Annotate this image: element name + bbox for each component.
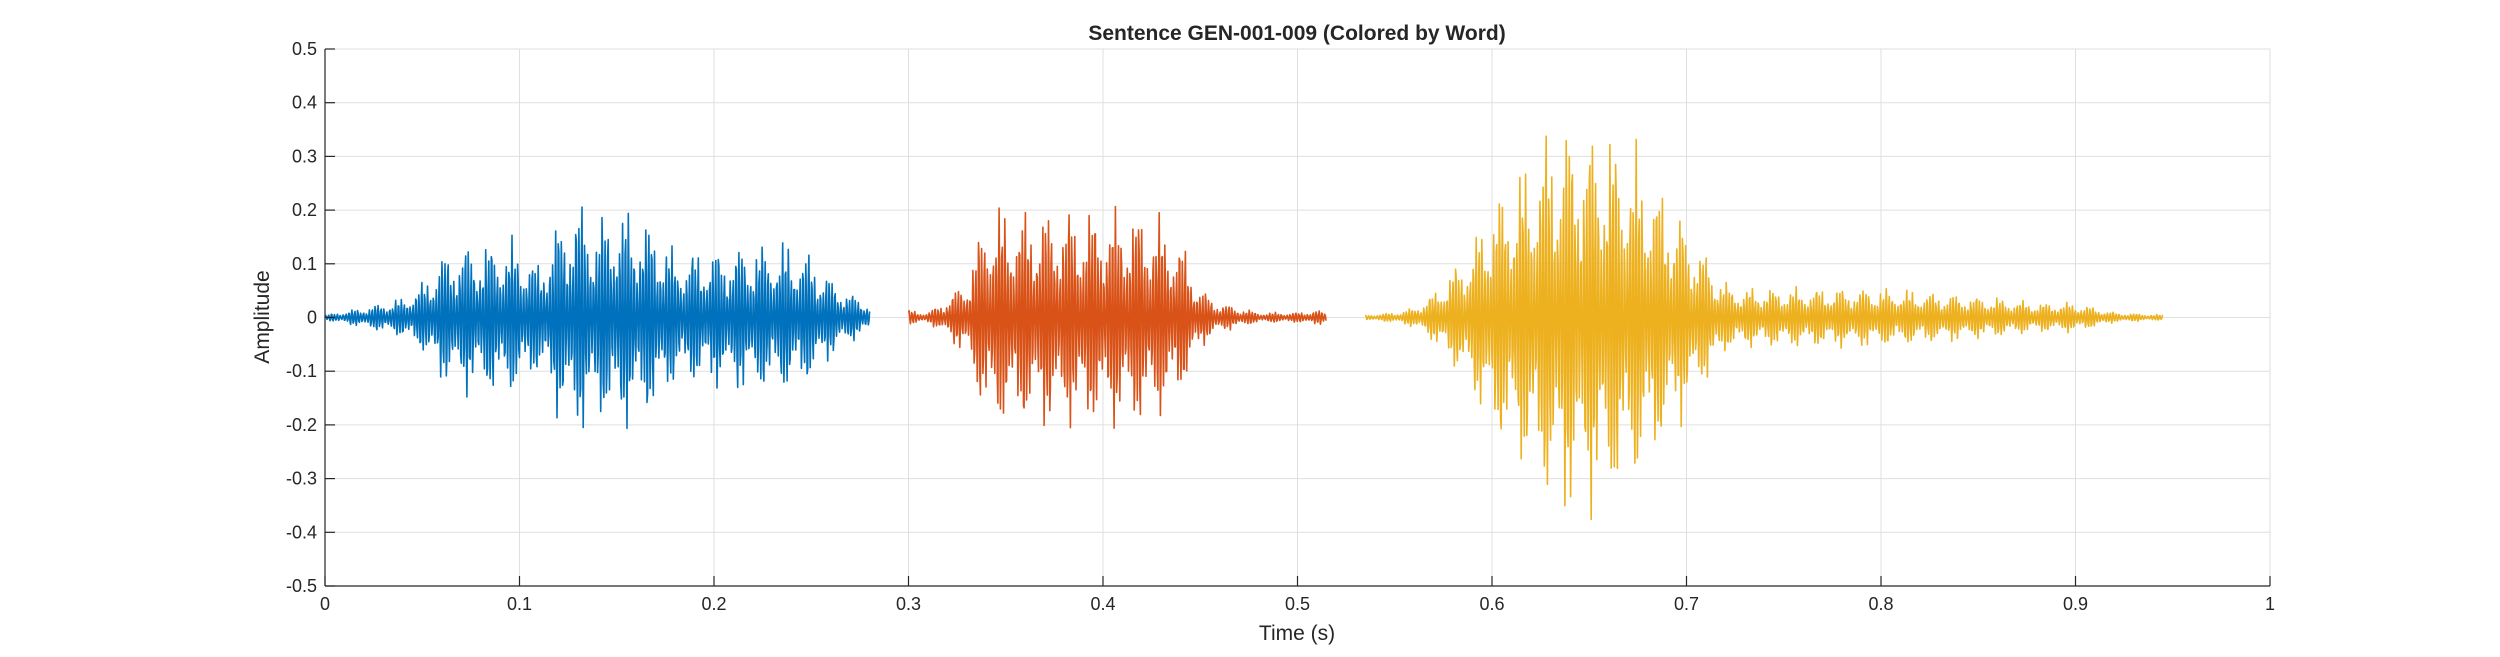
x-tick-label: 0.3	[896, 594, 921, 614]
x-axis-label: Time (s)	[1259, 622, 1335, 645]
y-axis-label: Amplitude	[251, 270, 274, 363]
y-tick-label: 0	[307, 308, 317, 328]
series-group	[324, 135, 2164, 521]
x-tick-label: 0.5	[1285, 594, 1310, 614]
y-ticks: 0.5 0.4 0.3 0.2 0.1 0 -0.1 -0.2 -0.3 -0.4 -0.5	[286, 39, 335, 596]
x-tick-label: 0.7	[1674, 594, 1699, 614]
series-1-line	[324, 206, 871, 430]
x-tick-label: 0.1	[507, 594, 532, 614]
x-tick-label: 0.2	[701, 594, 726, 614]
y-tick-label: 0.5	[292, 39, 317, 59]
y-tick-label: 0.3	[292, 146, 317, 166]
x-tick-label: 0.8	[1868, 594, 1893, 614]
x-tick-label: 0	[320, 594, 330, 614]
y-tick-label: 0.1	[292, 254, 317, 274]
y-tick-label: 0.4	[292, 93, 317, 113]
y-tick-label: -0.3	[286, 469, 317, 489]
x-tick-label: 0.6	[1479, 594, 1504, 614]
y-tick-label: -0.2	[286, 415, 317, 435]
series-2-line	[907, 205, 1327, 429]
chart-title: Sentence GEN-001-009 (Colored by Word)	[1088, 22, 1505, 45]
y-tick-label: -0.1	[286, 361, 317, 381]
y-tick-label: -0.5	[286, 576, 317, 596]
x-tick-label: 0.4	[1090, 594, 1115, 614]
x-ticks: 0 0.1 0.2 0.3 0.4 0.5 0.6 0.7 0.8 0.9 1	[320, 576, 2275, 614]
x-tick-label: 1	[2265, 594, 2275, 614]
x-tick-label: 0.9	[2063, 594, 2088, 614]
y-tick-label: 0.2	[292, 200, 317, 220]
y-tick-label: -0.4	[286, 522, 317, 542]
series-3-line	[1364, 135, 2164, 521]
